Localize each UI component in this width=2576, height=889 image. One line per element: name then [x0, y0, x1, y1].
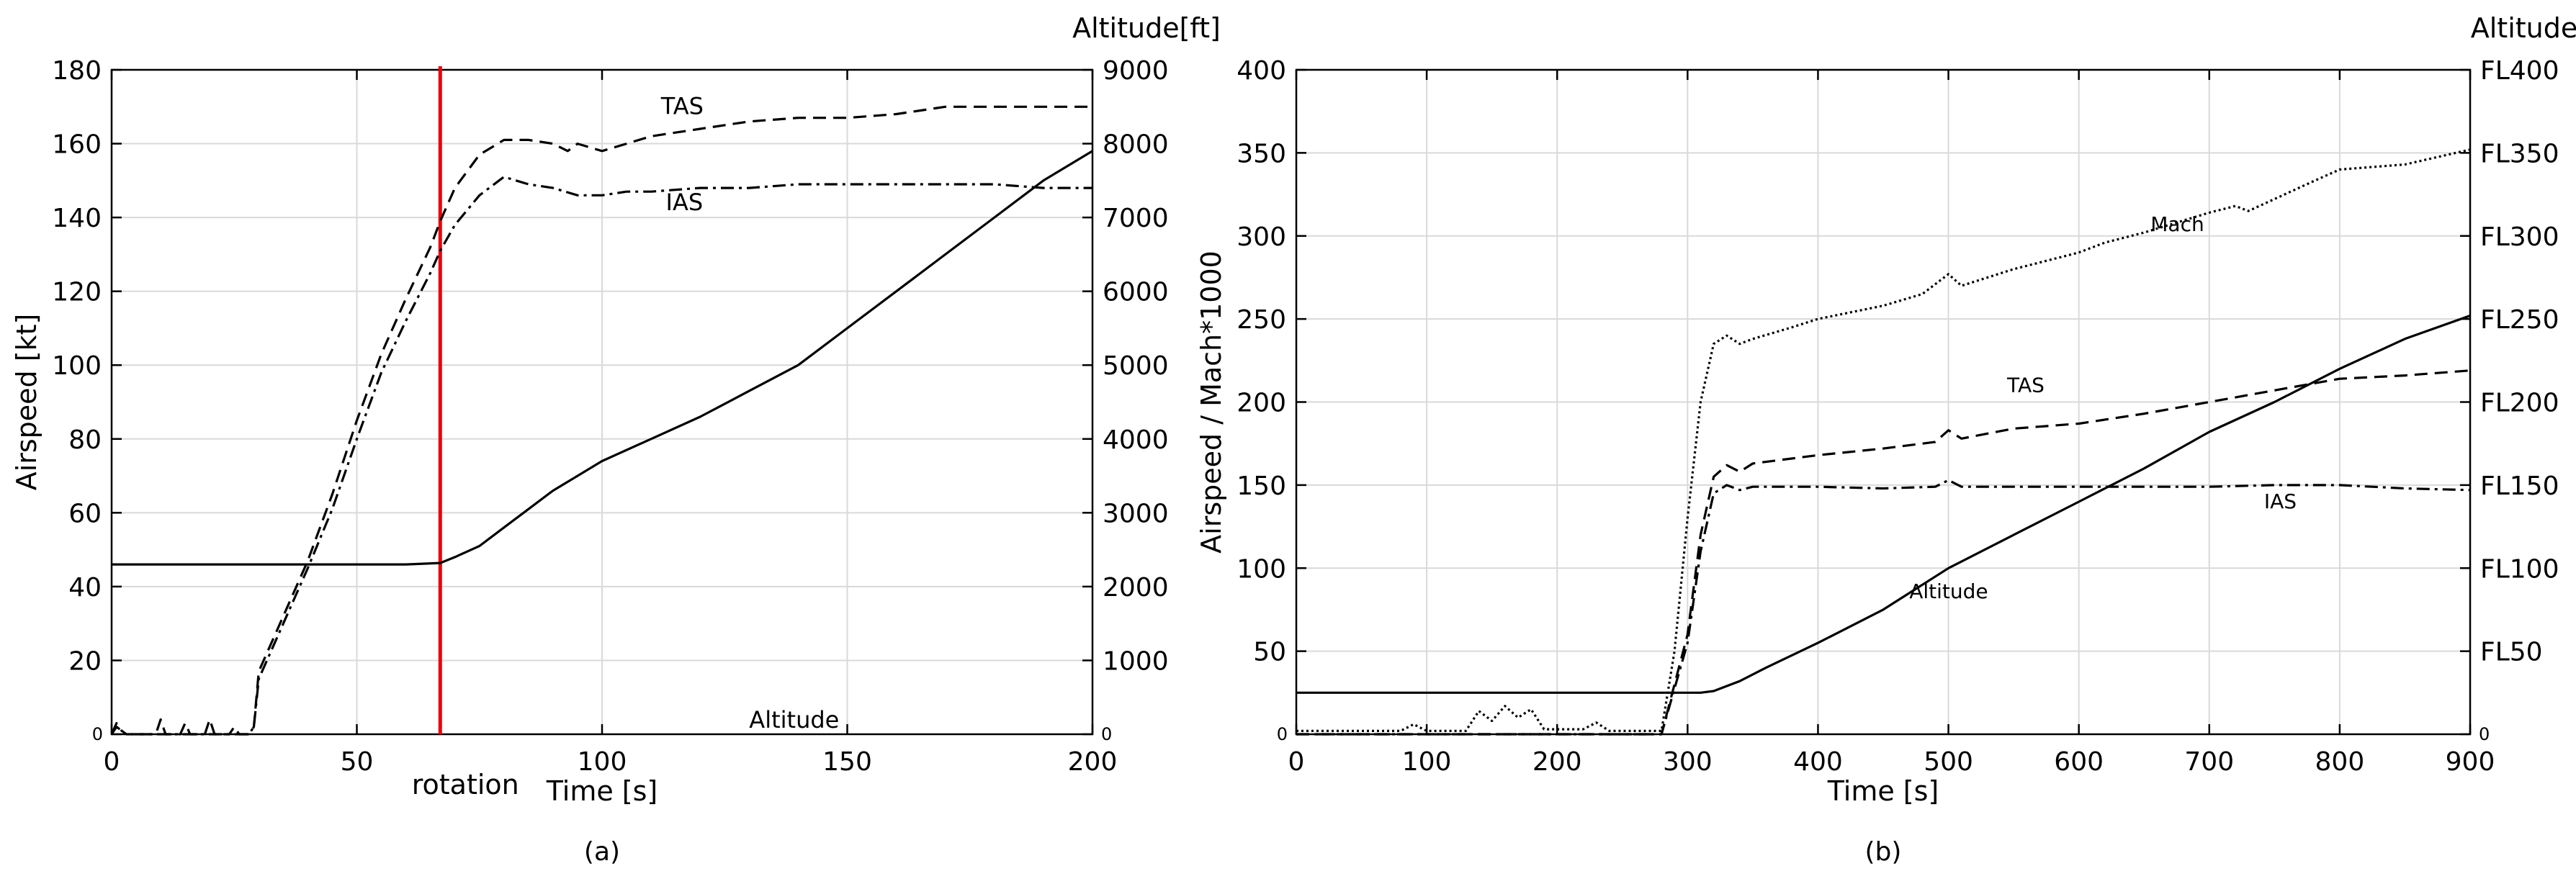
x-tick-label: 50: [341, 747, 374, 777]
y-tick-label: 200: [1237, 389, 1286, 418]
y2-tick-label: 0: [2479, 724, 2490, 744]
series-altitude-label: Altitude: [749, 706, 839, 734]
y2-axis-title: Altitude: [2471, 12, 2576, 44]
y2-tick-label: FL300: [2480, 222, 2559, 252]
y-tick-label: 100: [1237, 554, 1286, 584]
y-tick-label: 60: [68, 499, 102, 528]
y-tick-label: 300: [1237, 222, 1286, 252]
x-tick-label: 500: [1924, 747, 1973, 777]
chart-a: 0 50 100 150 2000204060801001201401601800100…: [11, 12, 1221, 867]
x-tick-label: 200: [1532, 747, 1582, 777]
y-tick-label: 160: [52, 130, 102, 160]
series-ias-label: IAS: [666, 189, 704, 216]
y2-tick-label: 8000: [1103, 130, 1169, 160]
y-tick-label: 120: [52, 278, 102, 307]
y2-tick-label: FL150: [2480, 471, 2559, 501]
y2-tick-label: FL400: [2480, 56, 2559, 86]
figure-caption: (a): [584, 837, 620, 867]
series-tas-line: [1296, 369, 2471, 736]
series-ias-label: IAS: [2264, 489, 2297, 513]
y2-tick-label: 6000: [1103, 278, 1169, 307]
y2-tick-label: 1000: [1103, 646, 1169, 676]
figure-caption: (b): [1865, 837, 1902, 867]
series-tas-line: [110, 105, 1092, 736]
y2-tick-label: 5000: [1103, 351, 1169, 381]
series-ias-line: [110, 176, 1092, 736]
y-tick-label: 50: [1253, 638, 1286, 667]
x-tick-label: 700: [2184, 747, 2234, 777]
y-tick-label: 150: [1237, 471, 1286, 501]
y-tick-label: 350: [1237, 139, 1286, 168]
y2-axis-title: Altitude[ft]: [1072, 12, 1221, 44]
y-tick-label: 0: [92, 724, 103, 744]
x-tick-label: 800: [2315, 747, 2365, 777]
y2-tick-label: FL350: [2480, 139, 2559, 168]
x-tick-label: 100: [578, 747, 627, 777]
y2-tick-label: FL100: [2480, 554, 2559, 584]
x-tick-label: 600: [2054, 747, 2104, 777]
y-axis-title: Airspeed / Mach*1000: [1195, 251, 1227, 554]
series-tas-label: TAS: [660, 93, 704, 120]
y2-tick-label: FL200: [2480, 389, 2559, 418]
y2-tick-label: FL50: [2480, 638, 2543, 667]
x-tick-label: 100: [1402, 747, 1452, 777]
y2-tick-label: 2000: [1103, 573, 1169, 603]
series-mach-line: [1296, 148, 2471, 733]
series-ias-line: [1296, 479, 2471, 736]
y2-tick-label: 9000: [1103, 56, 1169, 86]
x-axis-title: Time [s]: [546, 775, 658, 807]
plot-frame: [1295, 68, 2472, 736]
x-tick-label: 400: [1793, 747, 1843, 777]
x-tick-label: 150: [822, 747, 872, 777]
x-axis-title: Time [s]: [1827, 775, 1939, 807]
x-tick-label: 200: [1068, 747, 1118, 777]
series-altitude-line: [1296, 314, 2471, 694]
y-tick-label: 40: [68, 573, 102, 603]
series-mach-label: Mach: [2150, 212, 2204, 236]
y-tick-label: 80: [68, 425, 102, 455]
y2-tick-label: FL250: [2480, 305, 2559, 335]
x-tick-label: 0: [1288, 747, 1305, 777]
series-altitude-line: [112, 150, 1093, 566]
x-tick-label: 0: [104, 747, 120, 777]
y-tick-label: 0: [1277, 724, 1288, 744]
series-tas-label: TAS: [2006, 374, 2045, 397]
y-tick-label: 140: [52, 204, 102, 233]
x-tick-label: 300: [1663, 747, 1713, 777]
y-tick-label: 400: [1237, 56, 1286, 86]
plot-frame: [110, 68, 1094, 736]
y-tick-label: 100: [52, 351, 102, 381]
y2-tick-label: 4000: [1103, 425, 1169, 455]
y2-tick-label: 7000: [1103, 204, 1169, 233]
x-tick-label: 900: [2446, 747, 2495, 777]
chart-b: 0 100 200 300 400 500 600 700 800 900 0 50 100 150 200…: [1195, 12, 2576, 867]
y-axis-title: Airspeed [kt]: [11, 314, 42, 491]
series-altitude-label: Altitude: [1909, 579, 1988, 603]
y-tick-label: 250: [1237, 305, 1286, 335]
y2-tick-label: 3000: [1103, 499, 1169, 528]
y2-tick-label: 0: [1101, 724, 1112, 744]
y-tick-label: 20: [68, 646, 102, 676]
rotation-marker-label: rotation: [412, 769, 519, 800]
y-tick-label: 180: [52, 56, 102, 86]
